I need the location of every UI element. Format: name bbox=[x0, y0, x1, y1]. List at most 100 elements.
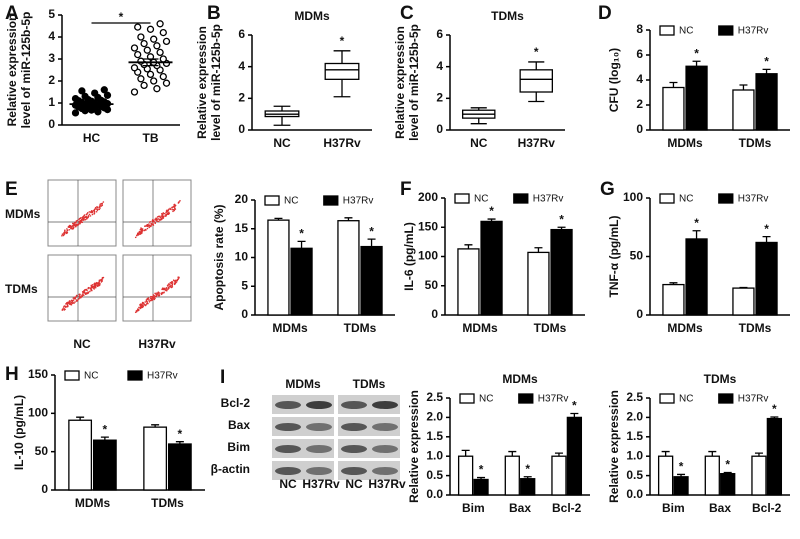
y-tick-label: 50 bbox=[630, 249, 644, 263]
flow-dot bbox=[148, 299, 151, 301]
data-point bbox=[78, 87, 86, 95]
flow-dot bbox=[100, 202, 102, 205]
flow-dot bbox=[66, 228, 68, 230]
y-tick-label: 2.0 bbox=[626, 410, 643, 424]
flow-dot bbox=[98, 284, 100, 286]
bar bbox=[360, 245, 383, 316]
blot-strip bbox=[338, 461, 400, 480]
flow-dot bbox=[73, 297, 76, 300]
bar bbox=[673, 476, 689, 496]
significance-star: * bbox=[340, 34, 345, 48]
flow-dot bbox=[101, 278, 103, 281]
flow-dot bbox=[87, 287, 89, 290]
legend-label: H37Rv bbox=[147, 371, 178, 382]
data-point bbox=[137, 33, 145, 41]
data-point bbox=[140, 81, 148, 90]
flow-dot bbox=[72, 299, 75, 301]
flow-dot bbox=[90, 284, 93, 287]
flow-dot bbox=[94, 283, 96, 286]
flow-dot bbox=[92, 287, 95, 289]
legend-label: NC bbox=[679, 26, 693, 37]
flow-dot bbox=[69, 301, 71, 304]
flow-dot bbox=[139, 303, 141, 306]
flow-dot bbox=[87, 215, 90, 217]
bar bbox=[566, 416, 583, 496]
data-point bbox=[153, 85, 161, 93]
flow-dot bbox=[136, 232, 139, 235]
error-bar bbox=[762, 68, 771, 74]
flow-dot bbox=[65, 303, 67, 305]
flow-dot bbox=[167, 208, 170, 211]
y-tick-label: 0.0 bbox=[626, 487, 643, 501]
data-point bbox=[140, 39, 148, 48]
flow-dot bbox=[145, 229, 147, 231]
flow-dot bbox=[80, 220, 82, 223]
flow-dot bbox=[77, 298, 80, 300]
significance-star: * bbox=[119, 10, 124, 24]
y-tick-label: 1.0 bbox=[426, 448, 443, 462]
y-tick-label: 2 bbox=[238, 91, 245, 105]
legend-label: H37Rv bbox=[343, 196, 374, 207]
y-axis-label: level of miR-125b-5p bbox=[209, 24, 223, 141]
row-label: MDMs bbox=[5, 207, 41, 221]
flow-dot bbox=[141, 302, 144, 305]
flow-dot bbox=[96, 208, 99, 211]
y-tick-label: 0 bbox=[431, 307, 438, 321]
flow-dot bbox=[63, 308, 66, 311]
y-tick-label: 5 bbox=[48, 7, 55, 21]
significance-star: * bbox=[764, 55, 769, 69]
y-tick-label: 100 bbox=[418, 249, 438, 263]
significance-star: * bbox=[572, 399, 577, 413]
y-tick-label: 150 bbox=[28, 367, 48, 381]
flow-dot bbox=[83, 217, 86, 219]
x-tick-label: MDMs bbox=[462, 321, 498, 335]
blot-strip bbox=[338, 439, 400, 458]
x-tick-label: MDMs bbox=[667, 321, 703, 335]
flow-dot bbox=[94, 286, 97, 289]
legend-swatch bbox=[323, 195, 339, 206]
error-bar bbox=[554, 452, 563, 457]
flow-dot bbox=[91, 283, 94, 286]
flow-dot bbox=[75, 220, 78, 222]
flow-dot bbox=[98, 206, 100, 209]
data-point bbox=[156, 20, 164, 28]
y-tick-label: 1.0 bbox=[626, 448, 643, 462]
chart-title: TDMs bbox=[704, 372, 737, 386]
legend-swatch bbox=[454, 193, 470, 204]
y-tick-label: 2.0 bbox=[426, 410, 443, 424]
flow-dot bbox=[70, 303, 72, 306]
y-tick-label: 4 bbox=[436, 59, 443, 73]
data-point bbox=[134, 23, 142, 31]
y-axis-label: Relative expression bbox=[607, 390, 621, 503]
flow-dot bbox=[68, 228, 71, 231]
error-bar bbox=[669, 81, 678, 88]
flow-dot bbox=[172, 210, 174, 213]
blot-strip bbox=[338, 395, 400, 414]
flow-dot bbox=[146, 302, 148, 304]
flow-dot bbox=[146, 297, 149, 300]
chart-title: MDMs bbox=[502, 372, 538, 386]
flow-dot bbox=[139, 232, 142, 234]
row-label: TDMs bbox=[5, 282, 38, 296]
error-bar bbox=[692, 230, 701, 239]
flow-dot bbox=[161, 213, 164, 216]
flow-dot bbox=[61, 233, 64, 236]
flow-dot bbox=[87, 216, 89, 219]
blot-band bbox=[275, 401, 301, 409]
flow-dot bbox=[144, 301, 146, 303]
bar bbox=[732, 287, 755, 316]
bar bbox=[685, 238, 708, 316]
blot-band bbox=[275, 445, 301, 453]
data-point bbox=[81, 92, 89, 101]
flow-dot bbox=[148, 226, 151, 229]
bar bbox=[755, 73, 778, 131]
data-point bbox=[159, 55, 167, 63]
y-tick-label: 1 bbox=[48, 95, 55, 109]
error-bar bbox=[83, 102, 100, 106]
flow-dot bbox=[161, 288, 163, 291]
bar bbox=[720, 473, 736, 496]
y-tick-label: 5 bbox=[241, 278, 248, 292]
flow-dot bbox=[78, 293, 81, 296]
flow-dot bbox=[82, 294, 85, 297]
y-tick-label: 6 bbox=[436, 27, 443, 41]
